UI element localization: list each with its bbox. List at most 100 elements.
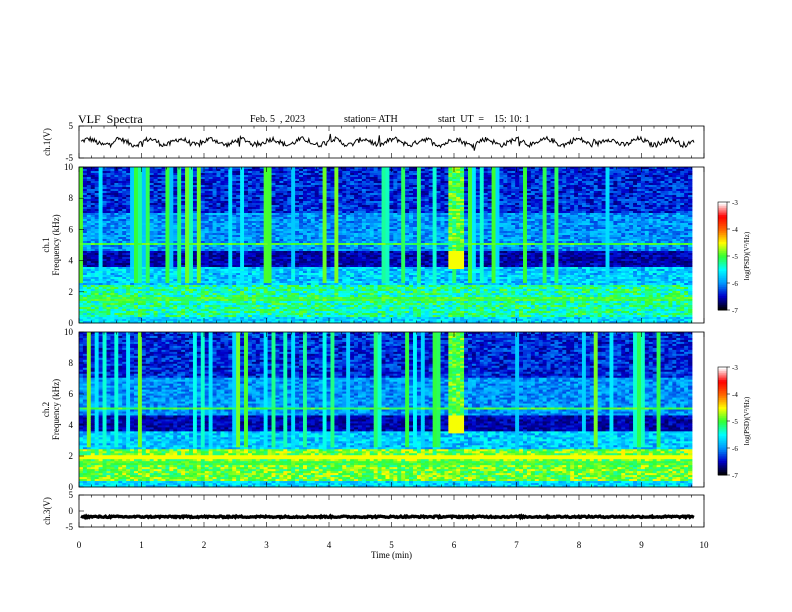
spectrogram-cell: [102, 243, 107, 246]
spectrogram-cell: [134, 299, 139, 302]
spectrogram-cell: [153, 207, 158, 210]
spectrogram-cell: [173, 301, 178, 304]
spectrogram-cell: [216, 319, 221, 322]
spectrogram-cell: [141, 299, 147, 302]
spectrogram-cell: [208, 293, 213, 296]
spectrogram-cell: [165, 251, 170, 254]
spectrogram-cell: [192, 293, 198, 296]
spectrogram-cell: [134, 179, 139, 182]
spectrogram-cell: [161, 267, 166, 270]
spectrogram-cell: [118, 311, 123, 314]
spectrogram-cell: [126, 199, 131, 202]
spectrogram-cell: [82, 175, 88, 178]
spectrogram-cell: [94, 277, 100, 280]
spectrogram-cell: [153, 185, 158, 188]
spectrogram-cell: [181, 227, 186, 230]
spectrogram-cell: [90, 233, 96, 236]
spectrogram-cell: [79, 207, 84, 210]
spectrogram-cell: [134, 219, 139, 222]
spectrogram-cell: [134, 289, 139, 292]
spectrogram-cell: [145, 259, 151, 262]
spectrogram-cell: [114, 251, 119, 254]
spectrogram-cell: [102, 221, 107, 224]
spectrogram-cell: [118, 255, 123, 258]
spectrogram-cell: [153, 229, 158, 232]
spectrogram-cell: [165, 273, 170, 276]
spectrogram-cell: [169, 243, 174, 246]
spectrogram-cell: [220, 269, 225, 272]
spectrogram-cell: [106, 309, 111, 312]
spectrogram-cell: [90, 207, 96, 210]
spectrogram-cell: [94, 209, 100, 212]
spectrogram-cell: [216, 241, 221, 244]
spectrogram-cell: [189, 239, 194, 242]
spectrogram-cell: [208, 277, 213, 280]
spectrogram-cell: [169, 205, 174, 208]
spectrogram-cell: [181, 209, 186, 212]
spectrogram-cell: [98, 199, 103, 202]
spectrogram-cell: [98, 185, 103, 188]
spectrogram-cell: [134, 275, 139, 278]
spectrogram-cell: [137, 187, 143, 190]
spectrogram-cell: [161, 289, 166, 292]
spectrogram-cell: [137, 249, 143, 252]
spectrogram-cell: [185, 203, 190, 206]
spectrogram-cell: [102, 169, 107, 172]
spectrogram-cell: [110, 267, 115, 270]
spectrogram-cell: [118, 181, 123, 184]
spectrogram-cell: [106, 203, 111, 206]
spectrogram-cell: [165, 293, 170, 296]
spectrogram-cell: [86, 231, 92, 234]
spectrogram-cell: [189, 301, 194, 304]
spectrogram-cell: [98, 317, 103, 320]
spectrogram-cell: [165, 215, 170, 218]
spectrogram-cell: [157, 227, 162, 230]
spectrogram-cell: [173, 265, 178, 268]
spectrogram-cell: [106, 209, 111, 212]
spectrogram-cell: [102, 311, 107, 314]
spectrogram-cell: [145, 225, 151, 228]
spectrogram-cell: [110, 183, 115, 186]
spectrogram-cell: [208, 181, 213, 184]
spectrogram-cell: [220, 169, 225, 172]
spectrogram-cell: [122, 295, 127, 298]
spectrogram-cell: [79, 271, 84, 274]
spectrogram-cell: [98, 261, 103, 264]
spectrogram-cell: [90, 297, 96, 300]
spectrogram-cell: [216, 179, 221, 182]
spectrogram-cell: [185, 187, 190, 190]
spectrogram-cell: [185, 305, 190, 308]
spectrogram-cell: [165, 291, 170, 294]
spectrogram-cell: [114, 181, 119, 184]
spectrogram-cell: [157, 193, 162, 196]
spectrogram-cell: [114, 295, 119, 298]
spectrogram-cell: [177, 219, 182, 222]
spectrogram-cell: [122, 227, 127, 230]
spectrogram-cell: [216, 197, 221, 200]
spectrogram-cell: [102, 189, 107, 192]
spectrogram-cell: [90, 249, 96, 252]
spectrogram-cell: [86, 217, 92, 220]
spectrogram-cell: [165, 313, 170, 316]
spectrogram-cell: [79, 287, 84, 290]
spectrogram-cell: [161, 169, 166, 172]
spectrogram-cell: [161, 237, 166, 240]
spectrogram-cell: [137, 251, 143, 254]
spectrogram-cell: [79, 273, 84, 276]
spectrogram-cell: [114, 299, 119, 302]
spectrogram-cell: [169, 237, 174, 240]
spectrogram-cell: [185, 215, 190, 218]
spectrogram-cell: [153, 283, 158, 286]
spectrogram-cell: [141, 169, 147, 172]
spectrogram-cell: [169, 281, 174, 284]
spectrogram-cell: [177, 175, 182, 178]
spectrogram-cell: [118, 219, 123, 222]
spectrogram-cell: [82, 311, 88, 314]
spectrogram-cell: [134, 185, 139, 188]
spectrogram-cell: [173, 233, 178, 236]
spectrogram-cell: [98, 183, 103, 186]
spectrogram-cell: [137, 243, 143, 246]
spectrogram-cell: [98, 219, 103, 222]
spectrogram-cell: [165, 243, 170, 246]
spectrogram-cell: [90, 283, 96, 286]
